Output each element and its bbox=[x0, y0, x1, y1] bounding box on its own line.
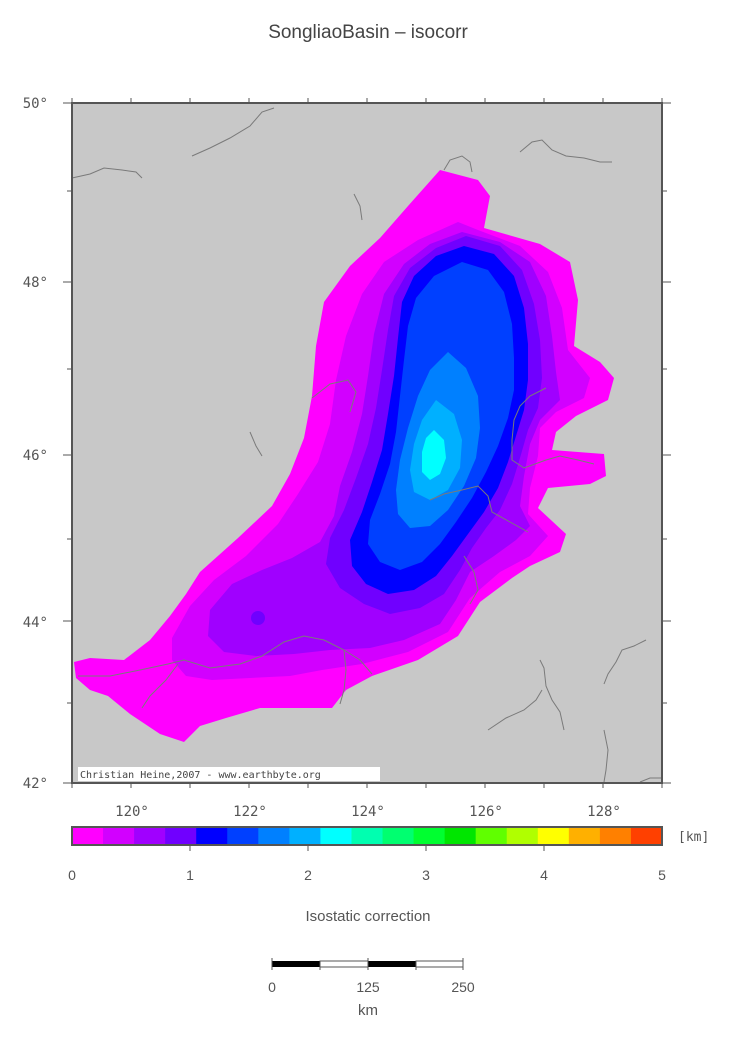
latitude-labels: 50° 48° 46° 44° 42° bbox=[23, 96, 48, 792]
colorbar-label: 5 bbox=[658, 867, 666, 883]
colorbar bbox=[72, 827, 663, 851]
borders bbox=[71, 107, 662, 783]
border-line bbox=[463, 555, 479, 605]
credit-box bbox=[78, 767, 380, 781]
scale-segment-dark bbox=[272, 961, 320, 967]
colorbar-label: 3 bbox=[422, 867, 430, 883]
scale-label: 125 bbox=[356, 979, 380, 995]
border-line bbox=[603, 729, 609, 783]
scale-label: 0 bbox=[268, 979, 276, 995]
colorbar-swatch bbox=[289, 827, 322, 845]
colorbar-swatch bbox=[413, 827, 446, 845]
credit-text: Christian Heine,2007 - www.earthbyte.org bbox=[80, 770, 321, 781]
border-line bbox=[141, 663, 179, 709]
colorbar-swatch bbox=[475, 827, 508, 845]
colorbar-swatch bbox=[351, 827, 384, 845]
border-line bbox=[78, 635, 373, 677]
colorbar-unit: [km] bbox=[678, 830, 709, 845]
longitude-labels: 120° 122° 124° 126° 128° bbox=[115, 804, 621, 820]
lon-label: 124° bbox=[351, 804, 385, 820]
scale-segment-light bbox=[415, 960, 464, 968]
lon-label: 120° bbox=[115, 804, 149, 820]
border-line bbox=[429, 485, 529, 533]
colorbar-swatch bbox=[165, 827, 197, 845]
colorbar-frame bbox=[71, 826, 663, 846]
colorbar-swatch bbox=[72, 827, 104, 845]
colorbar-swatch bbox=[196, 827, 228, 845]
border-line bbox=[639, 777, 662, 783]
colorbar-swatch bbox=[227, 827, 259, 845]
axis-ticks bbox=[63, 98, 671, 788]
border-line bbox=[603, 639, 647, 685]
map-panel: Christian Heine,2007 - www.earthbyte.org bbox=[71, 102, 663, 784]
border-line bbox=[353, 193, 363, 221]
local-minimum-spot bbox=[251, 611, 265, 625]
border-line bbox=[191, 107, 275, 157]
isocorr-field bbox=[74, 170, 614, 742]
colorbar-swatch bbox=[103, 827, 135, 845]
colorbar-swatch bbox=[537, 827, 570, 845]
border-line bbox=[539, 659, 565, 731]
lon-label: 122° bbox=[233, 804, 267, 820]
border-line bbox=[311, 379, 357, 413]
colorbar-title: Isostatic correction bbox=[305, 908, 430, 925]
border-line bbox=[249, 431, 263, 457]
colorbar-swatch bbox=[630, 827, 663, 845]
colorbar-swatch bbox=[506, 827, 539, 845]
scale-label: 250 bbox=[451, 979, 475, 995]
border-line bbox=[511, 387, 595, 469]
colorbar-swatch bbox=[444, 827, 477, 845]
scale-segment-light bbox=[319, 960, 369, 968]
colorbar-swatch bbox=[382, 827, 415, 845]
band-2-2.25km bbox=[422, 430, 446, 480]
border-line bbox=[487, 689, 543, 731]
lat-label: 44° bbox=[23, 615, 48, 631]
colorbar-swatch bbox=[599, 827, 632, 845]
colorbar-label: 1 bbox=[186, 867, 194, 883]
lat-label: 50° bbox=[23, 96, 48, 112]
border-line bbox=[443, 155, 473, 173]
lon-label: 128° bbox=[587, 804, 621, 820]
colorbar-labels: 0 1 2 3 4 5 bbox=[68, 867, 666, 883]
colorbar-label: 2 bbox=[304, 867, 312, 883]
scale-segment-dark bbox=[368, 961, 416, 967]
border-line bbox=[339, 649, 347, 705]
colorbar-label: 4 bbox=[540, 867, 548, 883]
colorbar-swatch bbox=[568, 827, 601, 845]
colorbar-label: 0 bbox=[68, 867, 76, 883]
lat-label: 42° bbox=[23, 776, 48, 792]
lon-label: 126° bbox=[469, 804, 503, 820]
colorbar-swatch bbox=[134, 827, 166, 845]
map-title: SongliaoBasin – isocorr bbox=[268, 22, 468, 43]
colorbar-swatch bbox=[320, 827, 353, 845]
lat-label: 48° bbox=[23, 275, 48, 291]
lat-label: 46° bbox=[23, 448, 48, 464]
border-line bbox=[519, 139, 612, 163]
colorbar-swatch bbox=[258, 827, 290, 845]
border-line bbox=[71, 167, 143, 179]
scale-unit: km bbox=[358, 1002, 378, 1019]
scale-bar: 0 125 250 km bbox=[268, 958, 475, 1019]
